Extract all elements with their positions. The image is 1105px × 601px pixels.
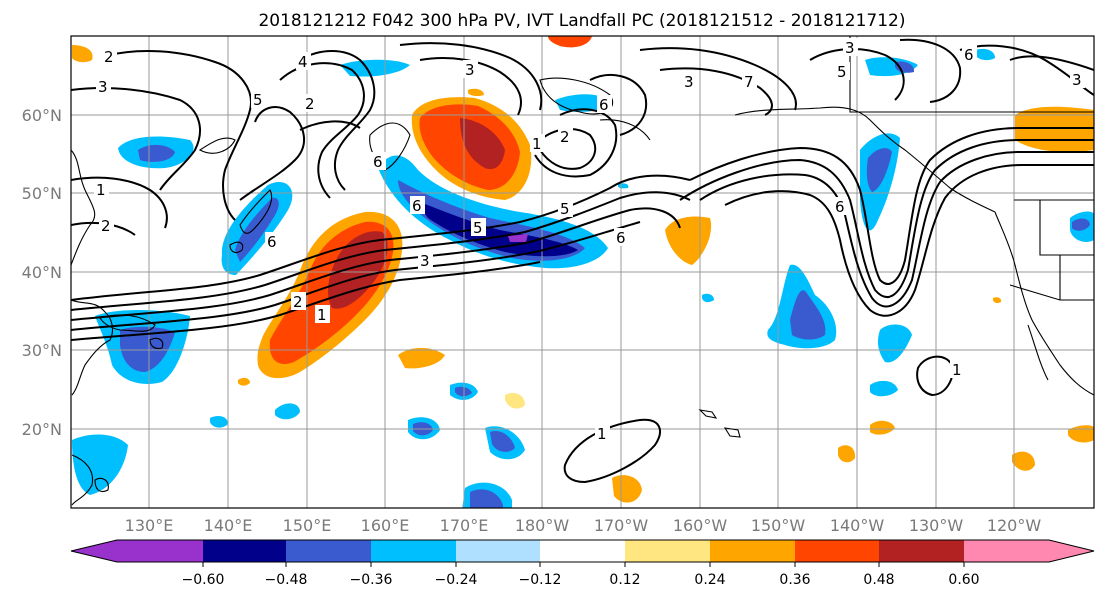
latitude-labels: 60°N 50°N 40°N 30°N 20°N (22, 106, 62, 439)
lon-label: 170°W (594, 516, 649, 535)
svg-text:3: 3 (845, 39, 855, 57)
svg-text:2: 2 (104, 48, 114, 66)
colorbar-tick-label: 0.60 (948, 572, 979, 588)
lon-label: 140°W (830, 516, 885, 535)
svg-text:2: 2 (560, 128, 570, 146)
colorbar-segment (117, 540, 203, 562)
svg-text:1: 1 (96, 181, 106, 199)
colorbar-segment (371, 540, 456, 562)
colorbar-tick-label: 0.36 (779, 572, 810, 588)
svg-text:3: 3 (98, 78, 108, 96)
svg-text:5: 5 (253, 91, 263, 109)
lon-label: 170°E (440, 516, 489, 535)
svg-text:3: 3 (465, 61, 475, 79)
lon-label: 180°W (515, 516, 570, 535)
lon-label: 160°E (361, 516, 410, 535)
longitude-labels: 130°E 140°E 150°E 160°E 170°E 180°W 170°… (125, 516, 1042, 535)
svg-text:7: 7 (744, 73, 754, 91)
colorbar-tick-label: 0.12 (609, 572, 640, 588)
svg-text:6: 6 (599, 96, 609, 114)
svg-text:3: 3 (420, 252, 430, 270)
svg-text:5: 5 (560, 200, 570, 218)
pv-contours (71, 38, 1094, 484)
svg-text:6: 6 (835, 198, 845, 216)
colorbar-tick-label: 0.24 (694, 572, 725, 588)
colorbar-segment (456, 540, 540, 562)
colorbar-segment (203, 540, 286, 562)
svg-text:2: 2 (293, 293, 303, 311)
lon-label: 120°W (987, 516, 1042, 535)
colorbar-tick-label: 0.48 (863, 572, 894, 588)
svg-text:2: 2 (305, 95, 315, 113)
chart-title: 2018121212 F042 300 hPa PV, IVT Landfall… (258, 11, 905, 31)
graticule (71, 36, 1094, 508)
colorbar-tick-label: −0.24 (435, 572, 478, 588)
lon-label: 150°E (283, 516, 332, 535)
lon-label: 140°E (204, 516, 253, 535)
colorbar-extend-max (1049, 540, 1094, 562)
svg-text:1: 1 (532, 135, 542, 153)
lat-label: 60°N (22, 106, 62, 125)
svg-text:2: 2 (101, 217, 111, 235)
lat-label: 30°N (22, 341, 62, 360)
svg-text:6: 6 (267, 233, 277, 251)
svg-text:6: 6 (373, 153, 383, 171)
colorbar-segment (540, 540, 625, 562)
svg-text:5: 5 (837, 63, 847, 81)
map-frame (70, 35, 1095, 509)
svg-text:6: 6 (412, 197, 422, 215)
svg-text:3: 3 (1072, 71, 1082, 89)
lon-label: 130°E (125, 516, 174, 535)
lat-label: 50°N (22, 184, 62, 203)
svg-text:1: 1 (952, 361, 962, 379)
svg-text:4: 4 (298, 53, 308, 71)
colorbar-tick-label: −0.12 (519, 572, 562, 588)
colorbar-segment (879, 540, 964, 562)
colorbar-segment (286, 540, 371, 562)
lon-label: 160°W (673, 516, 728, 535)
colorbar-tick-label: −0.48 (265, 572, 308, 588)
svg-text:6: 6 (616, 229, 626, 247)
svg-text:6: 6 (964, 46, 974, 64)
svg-text:1: 1 (317, 306, 327, 324)
colorbar-segment (795, 540, 879, 562)
colorbar-segment (710, 540, 795, 562)
colorbar-extend-min (71, 540, 117, 562)
colorbar-tick-label: −0.60 (182, 572, 225, 588)
colorbar: −0.60 −0.48 −0.36 −0.24 −0.12 0.12 0.24 … (70, 539, 1095, 588)
lon-label: 130°W (909, 516, 964, 535)
svg-text:3: 3 (684, 73, 694, 91)
contour-labels: 2 3 1 2 4 5 2 3 3 1 2 6 6 3 5 6 6 7 6 3 … (94, 38, 1085, 443)
colorbar-segment (625, 540, 710, 562)
colorbar-segment (964, 540, 1049, 562)
svg-text:1: 1 (597, 425, 607, 443)
svg-text:5: 5 (473, 219, 483, 237)
lat-label: 40°N (22, 263, 62, 282)
lat-label: 20°N (22, 420, 62, 439)
colorbar-tick-label: −0.36 (350, 572, 393, 588)
lon-label: 150°W (751, 516, 806, 535)
